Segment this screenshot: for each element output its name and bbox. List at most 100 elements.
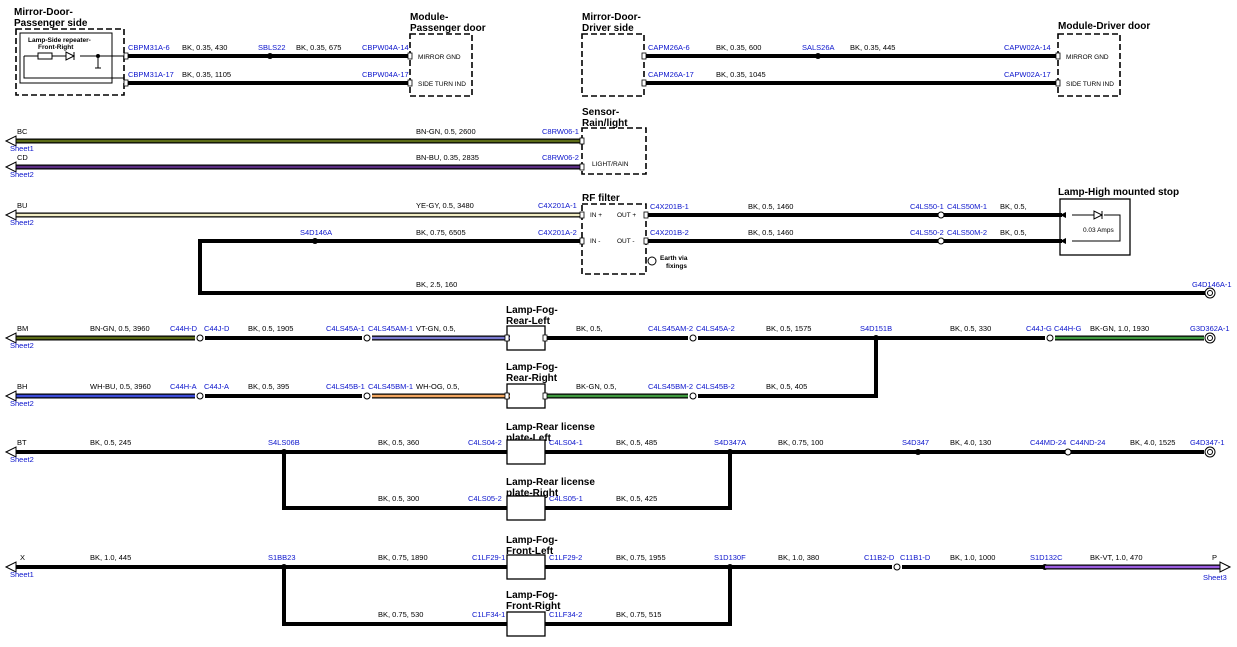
wire-row-bh: BH Sheet2 WH-BU, 0.5, 3960 C44H-A C44J-A…	[4, 382, 510, 408]
wire-spec-label: BK, 0.5,	[576, 324, 603, 333]
mirror-passenger-box	[15, 28, 125, 96]
fog-fr-title-2: Front-Right	[506, 601, 561, 612]
earth-label-1: Earth via	[660, 255, 688, 262]
wire-spec-label: BK, 0.5, 1460	[748, 228, 793, 237]
connector-label: C4X201B-2	[650, 228, 689, 237]
module-passenger-pin-mirror-gnd: MIRROR GND	[418, 54, 461, 61]
wire-spec-label: YE-GY, 0.5, 3480	[416, 201, 474, 210]
sheet-link[interactable]: Sheet2	[10, 399, 34, 408]
splice-label: SBLS22	[258, 43, 286, 52]
hms-lamp-box	[1059, 198, 1131, 256]
connector-label: CAPW02A-14	[1004, 43, 1051, 52]
wire-spec-label: BK, 0.75, 515	[616, 610, 661, 619]
ground-label: G4D146A-1	[1192, 280, 1232, 289]
inline-connector-icon	[937, 211, 945, 219]
connector-label: CBPM31A-17	[128, 70, 174, 79]
mirror-driver-group: Mirror-Door- Driver side	[581, 12, 645, 97]
sheet-link[interactable]: Sheet2	[10, 218, 34, 227]
connector-label: C1LF34-2	[549, 610, 582, 619]
connector-label: C44J-G	[1026, 324, 1052, 333]
sensor-rain-box	[581, 127, 647, 175]
connector-label: C44ND-24	[1070, 438, 1105, 447]
wire-spec-label: BN-GN, 0.5, 2600	[416, 127, 476, 136]
connector-label: C4LS50-1	[910, 202, 944, 211]
connector-label: C4LS45AM-2	[648, 324, 693, 333]
sheet-link[interactable]: Sheet2	[10, 170, 34, 179]
connector-label: C4X201A-1	[538, 201, 577, 210]
wire-row-side-turn-pass: CBPM31A-17 BK, 0.35, 1105 CBPW04A-17	[126, 70, 410, 85]
wire-spec-label: BK, 0.5, 330	[950, 324, 991, 333]
wire-spec-label: BK, 0.5, 300	[378, 494, 419, 503]
wire-spec-label: BK, 1.0, 1000	[950, 553, 995, 562]
mirror-driver-box	[581, 33, 645, 97]
inline-connector-icon	[1046, 334, 1054, 342]
sensor-rain-title-2: Rain/light	[582, 118, 628, 129]
hms-lamp-group: Lamp-High mounted stop 0.03 Amps	[1058, 187, 1179, 256]
wire-row-fog-ground-main: BK, 0.5, C4LS45AM-2 C4LS45A-2 BK, 0.5, 1…	[545, 324, 1230, 344]
rf-pin-in-plus: IN +	[590, 212, 602, 219]
connector-label: C4LS45BM-2	[648, 382, 693, 391]
sheet-link[interactable]: Sheet2	[10, 455, 34, 464]
off-page-arrow-icon	[4, 561, 17, 573]
off-page-ref: P	[1212, 553, 1217, 562]
sheet-link[interactable]: Sheet2	[10, 341, 34, 350]
connector-label: CAPM26A-17	[648, 70, 694, 79]
sheet-link[interactable]: Sheet1	[10, 144, 34, 153]
wire-segment	[545, 567, 732, 626]
module-passenger-title-2: Passenger door	[410, 23, 486, 34]
connector-label: C44J-D	[204, 324, 230, 333]
module-driver-title: Module-Driver door	[1058, 21, 1150, 32]
rf-pin-out-minus: OUT -	[617, 238, 635, 245]
inline-connector-icon	[363, 334, 371, 342]
connector-label: C44MD-24	[1030, 438, 1066, 447]
mirror-driver-title-2: Driver side	[582, 23, 634, 34]
wire-spec-label: BK-GN, 1.0, 1930	[1090, 324, 1149, 333]
sheet-link[interactable]: Sheet1	[10, 570, 34, 579]
connector-label: C4LS04-2	[468, 438, 502, 447]
plate-r-box	[506, 495, 546, 521]
plate-l-title-1: Lamp-Rear license	[506, 422, 595, 433]
sensor-rain-title-1: Sensor-	[582, 107, 619, 118]
off-page-arrow-icon	[4, 209, 17, 221]
module-passenger-group: Module- Passenger door MIRROR GND SIDE T…	[409, 12, 486, 97]
wire-spec-label: BN-BU, 0.35, 2835	[416, 153, 479, 162]
wire-spec-label: BK, 4.0, 130	[950, 438, 991, 447]
wire-spec-label: BK-GN, 0.5,	[576, 382, 616, 391]
off-page-arrow-icon	[4, 332, 17, 344]
mirror-passenger-title-1: Mirror-Door-	[14, 7, 73, 18]
fog-fl-title-2: Front-Left	[506, 546, 554, 557]
off-page-arrow-icon	[4, 390, 17, 402]
connector-label: C8RW06-2	[542, 153, 579, 162]
off-page-ref: BM	[17, 324, 28, 333]
earth-terminal-icon	[647, 256, 657, 266]
connector-label: CAPW02A-17	[1004, 70, 1051, 79]
off-page-ref: BH	[17, 382, 27, 391]
connector-label: C4LS50M-2	[947, 228, 987, 237]
wire-spec-label: BK, 0.75, 6505	[416, 228, 466, 237]
off-page-arrow-icon	[4, 135, 17, 147]
wire-spec-label: BK, 0.35, 600	[716, 43, 761, 52]
wire-spec-label: BK, 0.5, 395	[248, 382, 289, 391]
wire-row-fog-front-right: BK, 0.75, 530 C1LF34-1 C1LF34-2 BK, 0.75…	[282, 567, 732, 626]
ground-symbol-icon	[95, 56, 101, 69]
plate-r-title-1: Lamp-Rear license	[506, 477, 595, 488]
wire-spec-label: BN-GN, 0.5, 3960	[90, 324, 150, 333]
rf-filter-group: RF filter IN + OUT + IN - OUT - Earth vi…	[581, 193, 688, 275]
inline-connector-icon	[196, 334, 204, 342]
sheet-link[interactable]: Sheet3	[1203, 573, 1227, 582]
splice-label: S4LS06B	[268, 438, 300, 447]
splice-sbls22	[267, 53, 273, 59]
splice-sals26a	[815, 53, 821, 59]
rf-pin-out-plus: OUT +	[617, 212, 636, 219]
module-passenger-box	[409, 33, 473, 97]
connector-label: C4LS50M-1	[947, 202, 987, 211]
off-page-ref: X	[20, 553, 25, 562]
wire-row-plate-right: BK, 0.5, 300 C4LS05-2 C4LS05-1 BK, 0.5, …	[282, 452, 732, 510]
wire-spec-label: BK, 1.0, 445	[90, 553, 131, 562]
connector-label: C4LS05-1	[549, 494, 583, 503]
wire-spec-label: BK, 0.75, 1890	[378, 553, 428, 562]
wire-spec-label: WH-OG, 0.5,	[416, 382, 459, 391]
wire-row-rf-ground: S4D146A BK, 0.75, 6505 C4X201A-2 BK, 2.5…	[198, 228, 1232, 299]
resistor-icon	[37, 52, 53, 60]
wire-spec-label: BK, 0.5, 485	[616, 438, 657, 447]
